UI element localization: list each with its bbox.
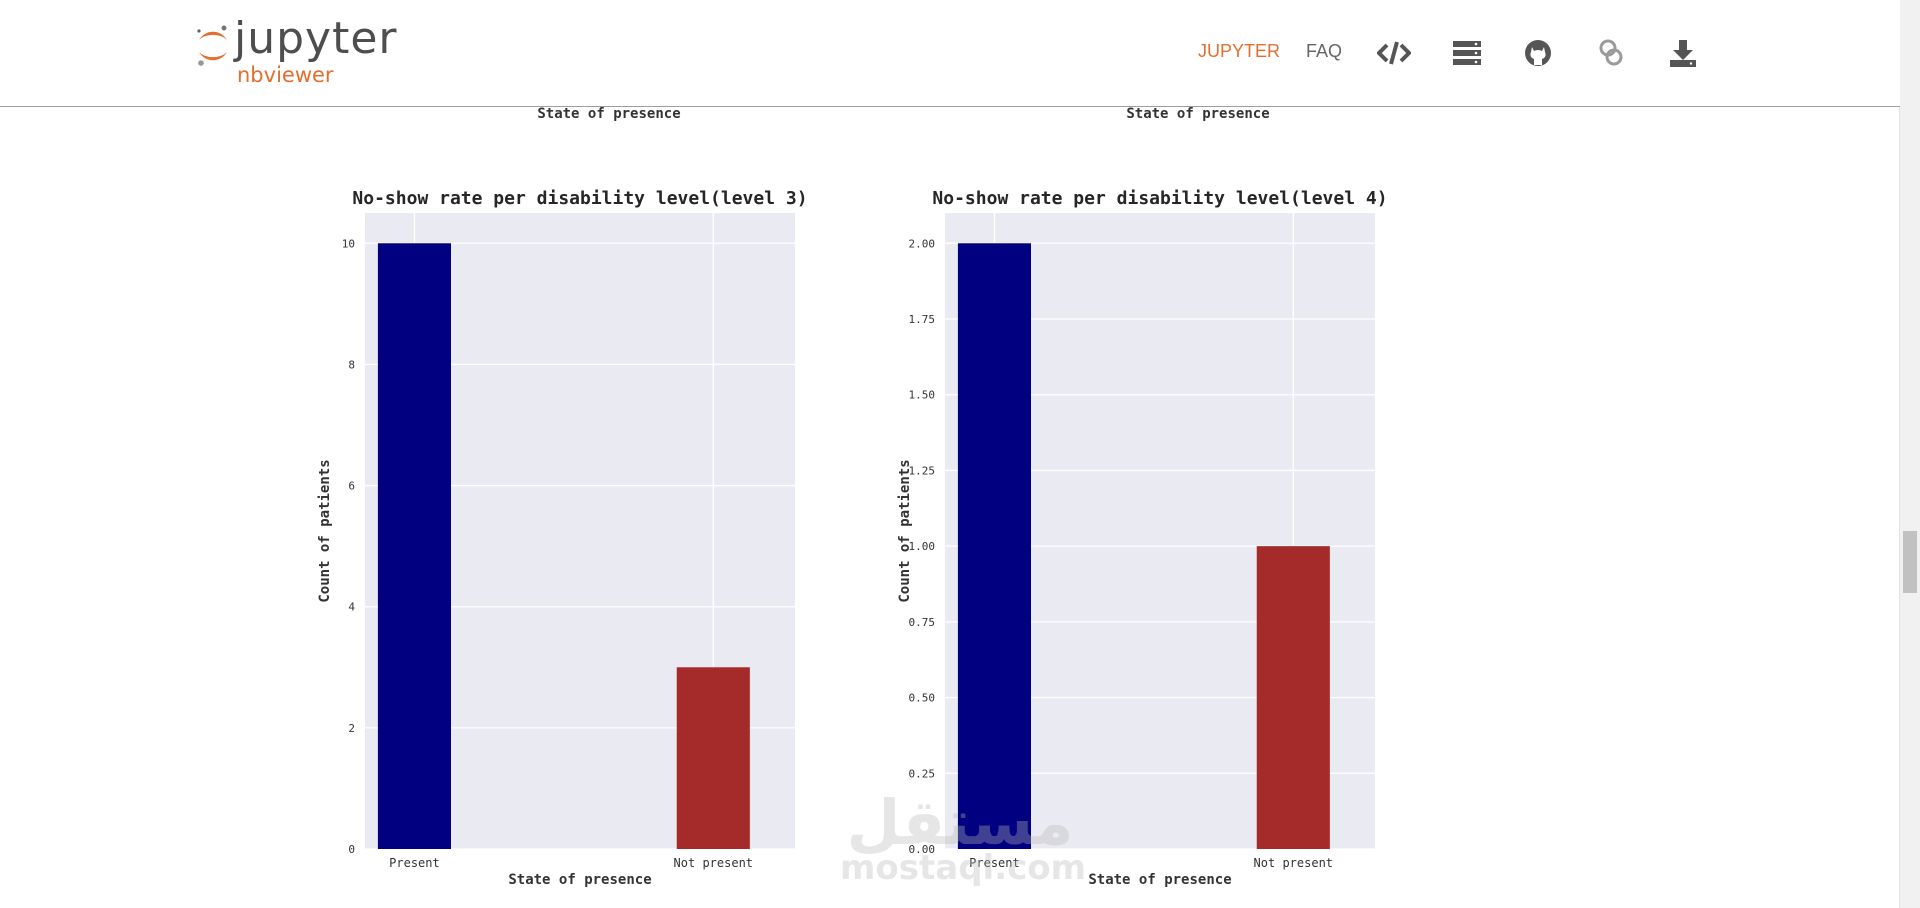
- code-icon[interactable]: [1376, 38, 1412, 68]
- y-tick-label: 1.50: [909, 389, 936, 402]
- x-axis-label: State of presence: [508, 872, 651, 888]
- previous-chart-left-xlabel: State of presence: [537, 106, 681, 122]
- chart-level-3: No-show rate per disability level(level …: [310, 180, 870, 900]
- scrollbar-thumb[interactable]: [1903, 531, 1917, 593]
- y-tick-label: 1.25: [909, 464, 936, 477]
- chart-level-3-svg: No-show rate per disability level(level …: [317, 188, 808, 888]
- brand-wordmark: jupyter: [234, 13, 398, 64]
- bar-not-present: [676, 667, 750, 849]
- chart-level-4: No-show rate per disability level(level …: [890, 180, 1450, 900]
- navbar: jupyter nbviewer JUPYTER FAQ: [0, 0, 1900, 107]
- y-tick-label: 1.75: [909, 313, 936, 326]
- x-tick-label: Not present: [1254, 856, 1333, 870]
- y-tick-label: 0.50: [909, 692, 936, 705]
- y-tick-label: 10: [342, 237, 355, 250]
- y-tick-label: 0.75: [909, 616, 936, 629]
- nbviewer-link-icon[interactable]: [1597, 38, 1627, 68]
- y-tick-label: 0: [348, 843, 355, 856]
- chart-title: No-show rate per disability level(level …: [352, 188, 807, 209]
- x-tick-label: Present: [389, 856, 440, 870]
- github-icon[interactable]: [1524, 38, 1554, 68]
- chart-level-4-svg: No-show rate per disability level(level …: [897, 188, 1388, 888]
- nav-link-faq[interactable]: FAQ: [1306, 41, 1343, 61]
- x-axis-label: State of presence: [1088, 872, 1231, 888]
- download-icon[interactable]: [1669, 38, 1699, 68]
- nav-link-jupyter[interactable]: JUPYTER: [1198, 41, 1281, 61]
- chart-title: No-show rate per disability level(level …: [932, 188, 1387, 209]
- y-tick-label: 6: [348, 480, 355, 493]
- jupyter-logo-icon: [197, 25, 227, 66]
- y-tick-label: 2.00: [909, 237, 936, 250]
- previous-chart-right-xlabel: State of presence: [1126, 106, 1270, 122]
- brand-subtitle: nbviewer: [237, 63, 334, 87]
- y-tick-label: 2: [348, 722, 355, 735]
- bar-not-present: [1256, 546, 1330, 849]
- y-tick-label: 1.00: [909, 540, 936, 553]
- vertical-scrollbar[interactable]: [1899, 0, 1920, 908]
- y-tick-label: 0.25: [909, 767, 936, 780]
- bar-present: [377, 243, 451, 849]
- server-icon[interactable]: [1453, 38, 1483, 68]
- jupyter-nbviewer-logo[interactable]: jupyter nbviewer: [193, 14, 433, 90]
- y-axis-label: Count of patients: [897, 459, 913, 602]
- x-tick-label: Not present: [674, 856, 753, 870]
- y-tick-label: 8: [348, 358, 355, 371]
- bar-present: [957, 243, 1031, 849]
- x-tick-label: Present: [969, 856, 1020, 870]
- y-tick-label: 0.00: [909, 843, 936, 856]
- y-tick-label: 4: [348, 601, 355, 614]
- y-axis-label: Count of patients: [317, 459, 333, 602]
